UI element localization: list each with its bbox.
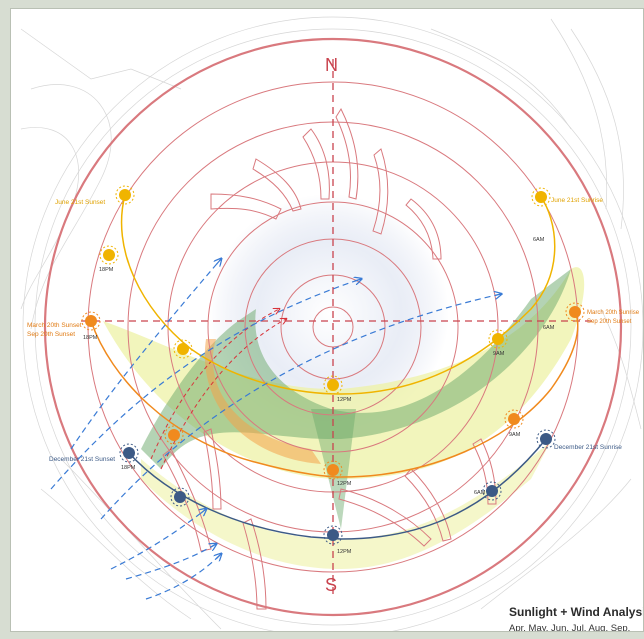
sun-marker-december-6am [482, 481, 502, 501]
sun-wind-diagram: N S June 21st Sunset June 21st Sunrise 1… [20, 16, 643, 631]
june-12pm-label: 12PM [337, 397, 352, 403]
red-wind-arrows [150, 309, 286, 470]
sun-marker-equinox-sunrise [565, 302, 585, 322]
equinox-12pm-label: 12PM [337, 481, 352, 487]
sun-marker-june-sunset [115, 185, 135, 205]
compass-north-label: N [325, 55, 338, 75]
diagram-frame: N S June 21st Sunset June 21st Sunrise 1… [10, 8, 644, 632]
december-sunset-label: December 21st Sunset [49, 456, 115, 463]
sun-marker-december-sunset [119, 443, 139, 463]
june-sun-path [120, 194, 556, 395]
sun-marker-june-sunrise [531, 187, 551, 207]
sun-marker-equinox-a [164, 425, 184, 445]
equinox-6am-label: 6AM [543, 325, 555, 331]
sun-marker-equinox-12pm [323, 460, 343, 480]
december-18pm-label: 18PM [121, 465, 136, 471]
equinox-18pm-label: 18PM [83, 335, 98, 341]
legend-title: Sunlight + Wind Analysis [509, 605, 644, 619]
june-sunrise-label: June 21st Sunrise [551, 197, 603, 204]
sun-marker-december-a [170, 487, 190, 507]
compass-axes [81, 59, 596, 599]
sun-marker-june-9am [488, 329, 508, 349]
terrain-contours [20, 16, 643, 631]
equinox-9am-label: 9AM [509, 432, 521, 438]
sun-marker-equinox-9am [504, 409, 524, 429]
equinox-sunrise-label-2: Sep 20th Sunset [587, 319, 632, 325]
june-18pm-label: 18PM [99, 267, 114, 273]
december-sunrise-label: December 21st Sunrise [554, 444, 622, 451]
june-sunset-label: June 21st Sunset [55, 199, 105, 206]
equinox-sunset-label-1: March 20th Sunset [27, 322, 82, 329]
equinox-sun-path [90, 313, 579, 478]
december-6am-label: 6AM [474, 490, 486, 496]
winter-sun-band [141, 441, 551, 569]
wind-fins [162, 107, 497, 610]
june-6am-label: 6AM [533, 237, 545, 243]
equinox-sunset-label-2: Sep 20th Sunset [27, 331, 75, 338]
sun-markers [81, 185, 585, 545]
sun-marker-december-sunrise [536, 429, 556, 449]
sun-marker-june-a [173, 339, 193, 359]
equinox-sunrise-label-1: March 20th Sunrise [587, 310, 640, 316]
blue-wind-arrows [50, 259, 501, 600]
june-9am-label: 9AM [493, 351, 505, 357]
sun-marker-june-18pm [99, 245, 119, 265]
compass-south-label: S [325, 575, 337, 595]
legend-months: Apr. May. Jun. Jul. Aug. Sep. [509, 623, 631, 632]
december-12pm-label: 12PM [337, 549, 352, 555]
sun-marker-equinox-sunset [81, 311, 101, 331]
orange-shade-band [204, 339, 321, 464]
sun-marker-june-12pm [323, 375, 343, 395]
sun-marker-december-12pm [323, 525, 343, 545]
